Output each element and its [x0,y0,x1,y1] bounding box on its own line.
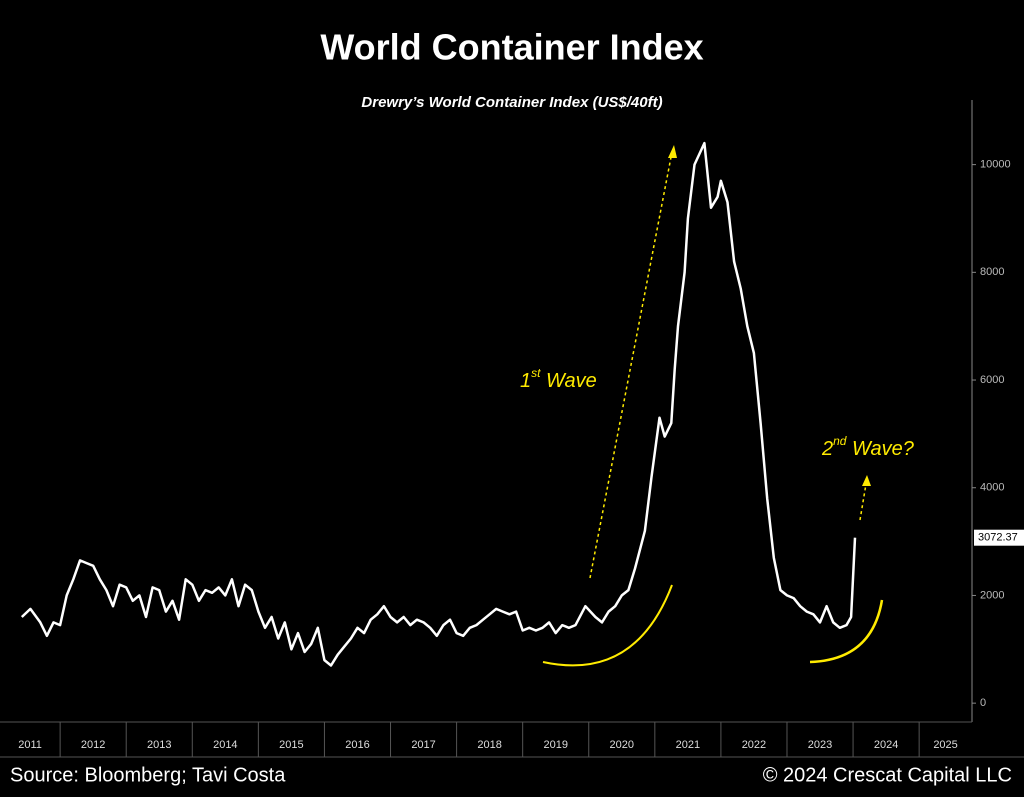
x-tick-label: 2018 [477,739,501,751]
wave-arc [542,584,673,667]
x-tick-label: 2013 [147,739,171,751]
x-tick-label: 2012 [81,739,105,751]
footer-copyright: © 2024 Crescat Capital LLC [763,764,1012,786]
x-tick-label: 2023 [808,739,832,751]
y-tick-label: 8000 [980,266,1004,278]
arrow-head [668,145,677,158]
wave-arrow [859,483,867,521]
footer-source: Source: Bloomberg; Tavi Costa [10,764,286,786]
arrow-head [862,475,871,486]
x-tick-label: 2024 [874,739,898,751]
last-value-box [974,529,1024,546]
x-tick-label: 2011 [18,739,42,751]
x-tick-label: 2022 [742,739,766,751]
index-line [20,141,857,667]
annotation: 2nd Wave? [821,434,915,460]
y-tick-label: 6000 [980,374,1004,386]
x-tick-label: 2019 [543,739,567,751]
last-value-label: 3072.37 [978,532,1018,544]
y-tick-label: 2000 [980,589,1004,601]
wave-arc [809,599,884,664]
y-tick-label: 4000 [980,482,1004,494]
x-tick-label: 2015 [279,739,303,751]
wave-arrow [589,151,673,579]
chart-subtitle: Drewry’s World Container Index (US$/40ft… [361,94,662,111]
x-tick-label: 2014 [213,739,237,751]
x-tick-label: 2020 [610,739,634,751]
y-tick-label: 10000 [980,159,1011,171]
x-tick-label: 2017 [411,739,435,751]
x-tick-label: 2025 [933,739,957,751]
annotation: 1st Wave [520,366,597,392]
x-tick-label: 2021 [676,739,700,751]
x-tick-label: 2016 [345,739,369,751]
y-tick-label: 0 [980,697,986,709]
chart-title: World Container Index [320,27,703,68]
